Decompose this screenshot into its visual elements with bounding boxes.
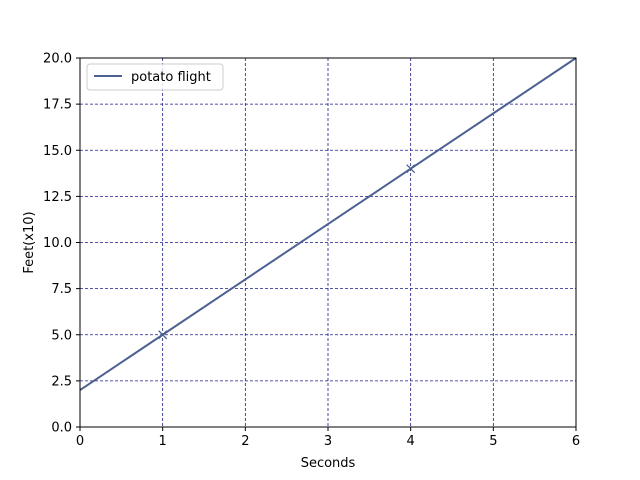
- y-tick-label: 2.5: [51, 374, 72, 389]
- legend-label-potato-flight: potato flight: [131, 70, 211, 85]
- y-tick-label: 15.0: [43, 144, 72, 159]
- x-tick-label: 3: [324, 434, 332, 449]
- y-tick-label: 10.0: [43, 236, 72, 251]
- legend-box: [86, 63, 224, 91]
- x-tick-label: 5: [489, 434, 497, 449]
- y-tick-label: 12.5: [43, 190, 72, 205]
- x-tick-label: 4: [407, 434, 415, 449]
- legend: potato flight: [86, 63, 224, 91]
- x-tick-label: 1: [159, 434, 167, 449]
- marker-stroke: [158, 330, 168, 340]
- x-tick-label: 6: [572, 434, 580, 449]
- y-tick-label: 0.0: [51, 421, 72, 436]
- series-layer: [79, 57, 577, 391]
- data-point-marker: [406, 164, 416, 174]
- axis-ticks: 0 1 2 3 4 5 6 0.0 2.5 5.0 7.5 10.0 12.5 15.0 17.5 20.0: [43, 52, 580, 450]
- data-point-marker: [158, 330, 168, 340]
- x-tick-label: 0: [76, 434, 84, 449]
- y-tick-label: 7.5: [51, 282, 72, 297]
- x-tick-label: 2: [241, 434, 249, 449]
- marker-stroke: [406, 164, 416, 174]
- x-axis-label: Seconds: [301, 456, 356, 471]
- y-tick-label: 17.5: [43, 98, 72, 113]
- grid-lines: [79, 57, 577, 428]
- y-tick-label: 5.0: [51, 328, 72, 343]
- y-tick-label: 20.0: [43, 52, 72, 67]
- y-axis-label: Feet(x10): [22, 211, 37, 273]
